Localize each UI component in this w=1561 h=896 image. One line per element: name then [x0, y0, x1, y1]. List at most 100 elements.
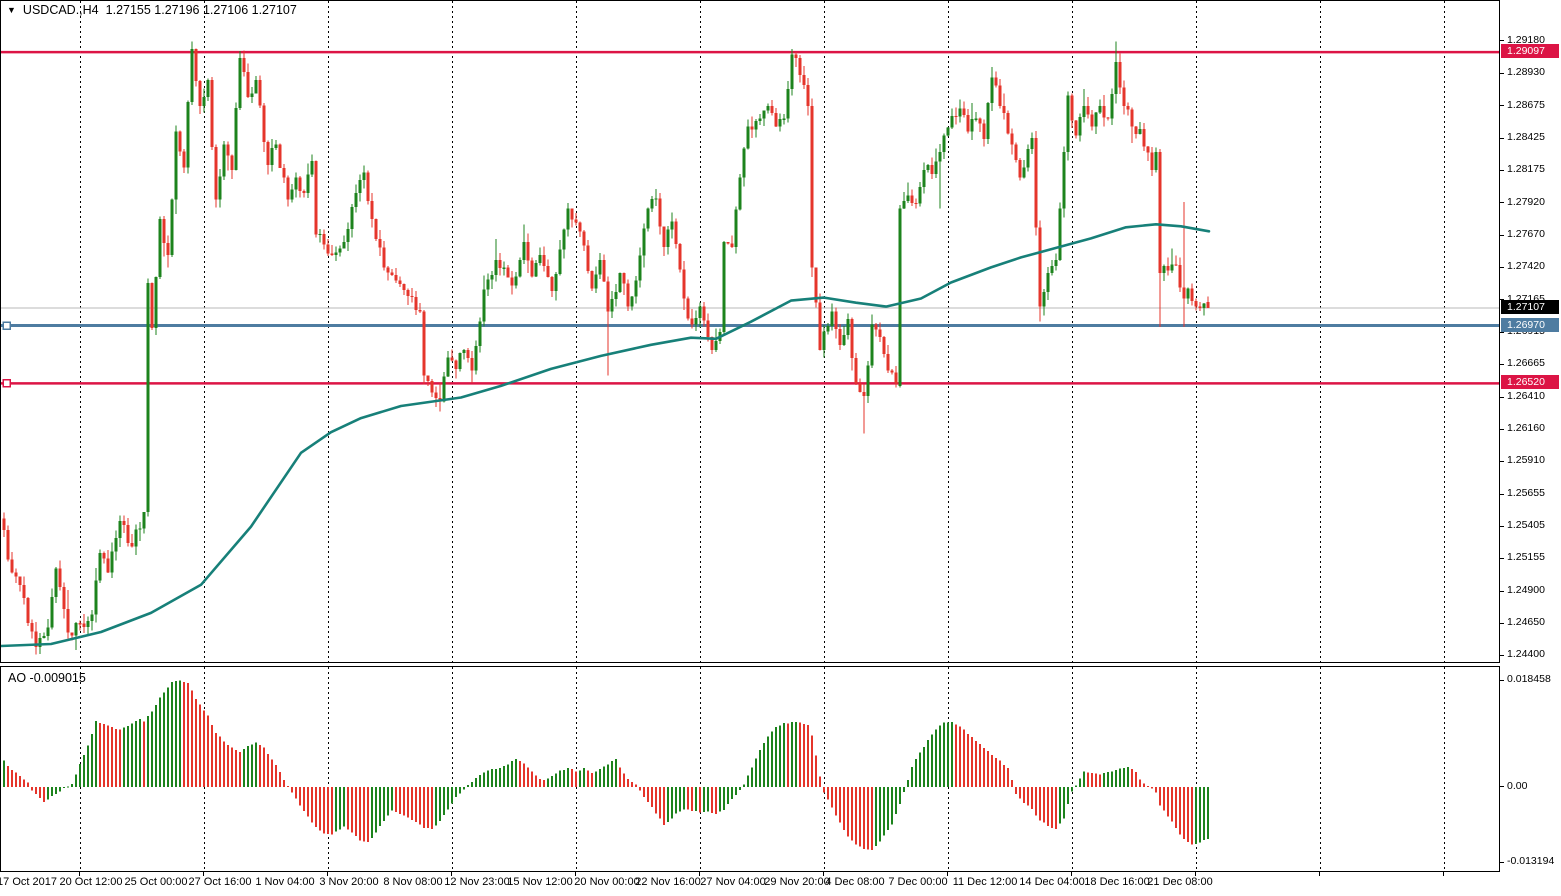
ao-bar: [27, 782, 29, 787]
price-pane-canvas[interactable]: [0, 0, 1500, 663]
candle-body: [690, 318, 694, 325]
candle-body: [494, 259, 498, 276]
ao-bar: [1151, 787, 1153, 789]
ao-bar: [327, 787, 329, 835]
blue-line-anchor-handle[interactable]: [2, 321, 11, 330]
ao-bar: [155, 705, 157, 787]
support-line-anchor-handle[interactable]: [2, 379, 11, 388]
ao-bar: [1115, 769, 1117, 787]
candle-body: [378, 238, 382, 248]
candle-body: [226, 144, 230, 156]
candle-body: [994, 77, 998, 86]
ao-bar: [239, 751, 241, 787]
candle-body: [1138, 128, 1142, 135]
candle-body: [406, 289, 410, 296]
candle-body: [314, 161, 318, 235]
candle-wick: [419, 302, 421, 313]
candle-body: [502, 267, 506, 269]
ao-bar: [19, 776, 21, 787]
candle-body: [386, 267, 390, 273]
candle-body: [198, 80, 202, 106]
candle-body: [686, 298, 690, 319]
candle-body: [70, 632, 74, 636]
ao-bar: [787, 723, 789, 787]
ao-bar: [303, 787, 305, 811]
candle-body: [710, 336, 714, 350]
ao-bar: [339, 787, 341, 830]
candle-body: [118, 520, 122, 539]
ao-bar: [199, 704, 201, 787]
ao-bar: [771, 731, 773, 787]
candle-body: [1158, 152, 1162, 273]
ao-tick: [1500, 862, 1504, 863]
candle-body: [370, 200, 374, 219]
candle-body: [798, 57, 802, 75]
ao-bar: [831, 787, 833, 808]
candle-body: [518, 259, 522, 277]
ao-bar: [923, 746, 925, 787]
time-axis[interactable]: 17 Oct 2017 20 Oct 12:00 25 Oct 00:00 27 Oc…: [0, 872, 1500, 896]
ao-bar: [355, 787, 357, 837]
candle-body: [658, 198, 662, 227]
ao-bar: [1015, 787, 1017, 794]
ao-bar: [263, 747, 265, 787]
ao-bar: [1067, 787, 1069, 805]
price-tick: [1500, 332, 1504, 333]
candle-body: [846, 319, 850, 335]
ao-bar: [179, 680, 181, 787]
time-label: 7 Dec 00:00: [888, 876, 948, 888]
ao-bar: [935, 729, 937, 787]
candle-body: [530, 260, 534, 277]
candle-body: [622, 272, 626, 284]
ao-bar: [607, 764, 609, 787]
candle-body: [334, 252, 338, 255]
indicator-pane-canvas[interactable]: [0, 666, 1500, 872]
candle-body: [326, 244, 330, 254]
ao-bar: [503, 766, 505, 787]
candle-body: [10, 559, 14, 573]
price-tick: [1500, 494, 1504, 495]
moving-average-line[interactable]: [1, 223, 1211, 648]
candle-body: [394, 275, 398, 281]
candle-body: [318, 233, 322, 236]
ao-bar: [531, 771, 533, 787]
ao-bar: [223, 741, 225, 787]
ao-bar: [1159, 787, 1161, 806]
ao-bar: [511, 761, 513, 787]
ao-bar: [191, 690, 193, 787]
ao-bar: [323, 787, 325, 834]
candle-body: [146, 283, 150, 512]
chart-title: ▼ USDCAD.,H4 1.27155 1.27196 1.27106 1.2…: [7, 3, 297, 17]
time-tick: [451, 872, 452, 876]
candle-body: [586, 245, 590, 271]
price-tick-label: 1.25155: [1507, 551, 1545, 563]
candle-body: [1054, 259, 1058, 267]
ao-bar: [879, 787, 881, 842]
ao-bar: [143, 721, 145, 787]
candle-body: [830, 311, 834, 326]
candle-body: [738, 177, 742, 210]
ao-bar: [39, 787, 41, 798]
ao-bar: [563, 769, 565, 787]
ao-bar: [1139, 779, 1141, 787]
candle-body: [970, 119, 974, 132]
candle-body: [1166, 266, 1170, 271]
candle-body: [934, 161, 938, 174]
candle-body: [1206, 301, 1210, 308]
price-axis[interactable]: 1.29180 1.28930 1.28675 1.28425 1.28175 1.279…: [1500, 0, 1561, 896]
candle-body: [234, 108, 238, 171]
ao-bar: [567, 768, 569, 787]
ao-bar: [955, 724, 957, 787]
ao-bar: [1195, 787, 1197, 845]
price-tick-label: 1.28675: [1507, 99, 1545, 111]
ao-bar: [611, 761, 613, 787]
ao-bar: [1123, 768, 1125, 787]
ao-bar: [739, 787, 741, 790]
candle-body: [1102, 105, 1106, 118]
time-label: 1 Nov 04:00: [255, 876, 315, 888]
candle-body: [202, 97, 206, 106]
candle-body: [982, 123, 986, 140]
time-label: 29 Nov 20:00: [764, 876, 830, 888]
ao-bar: [1083, 771, 1085, 787]
ao-bar: [723, 787, 725, 810]
